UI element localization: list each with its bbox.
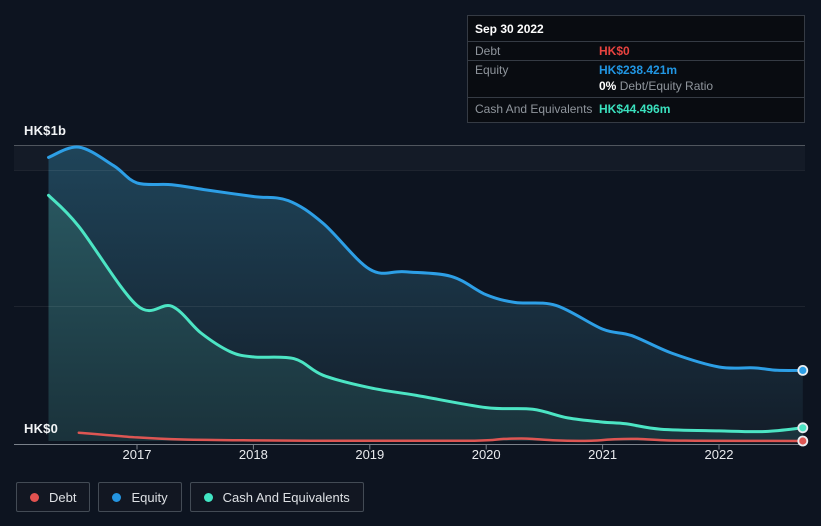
tooltip-row-debt: Debt HK$0 [468,41,804,60]
tooltip-cash-label: Cash And Equivalents [475,102,593,116]
legend-dot-icon [203,492,213,502]
x-axis-label-2018: 2018 [238,447,268,462]
plot-top-band [14,145,805,170]
x-axis-label-2021: 2021 [588,447,618,462]
tooltip-cash-value: HK$44.496m [599,102,671,116]
tooltip-debt-label: Debt [475,44,501,58]
tooltip-equity-label: Equity [475,63,509,77]
y-axis-label-top: HK$1b [24,123,67,138]
tooltip-equity-value: HK$238.421m [599,63,678,77]
x-axis-label-2019: 2019 [355,447,385,462]
tooltip-ratio-label: Debt/Equity Ratio [619,79,714,93]
tooltip-date: Sep 30 2022 [475,22,544,36]
legend-item-debt[interactable]: Debt [16,482,91,512]
x-axis-label-2022: 2022 [704,447,734,462]
cash-and-equivalents-endpoint-dot[interactable] [797,422,809,434]
chart-tooltip: Sep 30 2022 Debt HK$0 Equity HK$238.421m… [467,15,805,123]
legend-item-label: Equity [131,489,168,505]
debt-line [77,431,805,443]
tooltip-row-equity: Equity HK$238.421m [468,60,804,79]
y-axis-label-bottom: HK$0 [24,421,59,436]
legend-item-equity[interactable]: Equity [98,482,182,512]
chart-legend: Debt Equity Cash And Equivalents [16,482,364,512]
x-axis-label-2020: 2020 [471,447,501,462]
legend-dot-icon [112,492,122,502]
x-axis-label-2017: 2017 [122,447,152,462]
legend-item-label: Debt [49,489,77,505]
tooltip-ratio-value: 0% [599,79,617,93]
cash-and-equivalents-line [47,193,805,434]
tooltip-debt-value: HK$0 [599,44,630,58]
cash-and-equivalents-area [48,195,803,441]
equity-line [47,145,805,373]
legend-dot-icon [30,492,39,502]
tooltip-row-cash: Cash And Equivalents HK$44.496m [468,97,804,122]
legend-item-cash-and-equivalents[interactable]: Cash And Equivalents [189,482,364,512]
equity-endpoint-dot[interactable] [797,364,809,376]
legend-item-label: Cash And Equivalents [222,489,350,505]
debt-endpoint-dot[interactable] [797,435,809,447]
tooltip-row-ratio: 0% Debt/Equity Ratio [468,79,804,97]
